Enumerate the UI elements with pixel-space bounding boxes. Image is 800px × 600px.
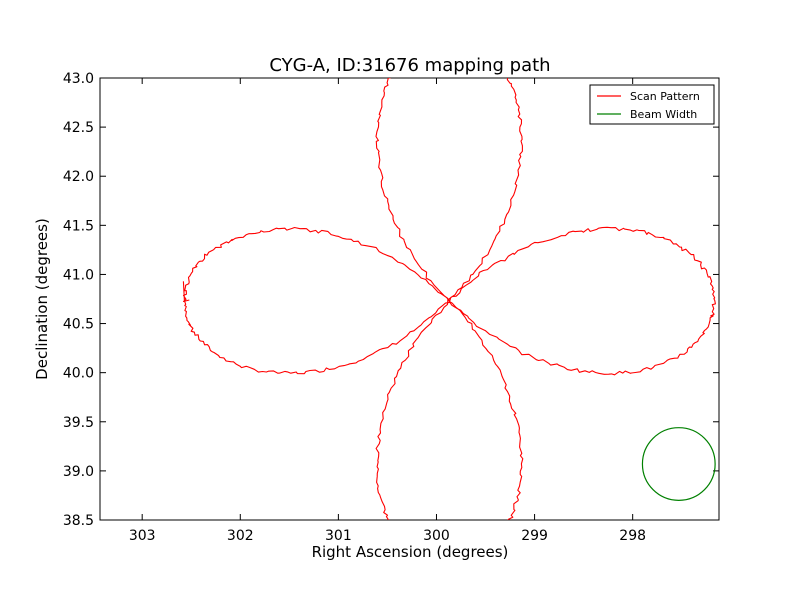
x-tick-label: 302: [227, 528, 254, 544]
y-tick-label: 39.5: [63, 415, 94, 431]
legend: Scan Pattern Beam Width: [589, 84, 715, 125]
x-axis-label: Right Ascension (degrees): [312, 543, 509, 561]
y-tick-label: 40.0: [63, 366, 94, 382]
y-axis: 38.5 39.0 39.5 40.0 40.5 41.0 41.5 42.0 42.5 43.0: [63, 71, 719, 529]
y-tick-label: 42.5: [63, 120, 94, 136]
x-axis: 303 302 301 300 299 298: [129, 78, 646, 544]
beam-width-circle: [641, 427, 716, 501]
legend-box: [589, 84, 715, 125]
y-tick-label: 40.5: [63, 317, 94, 333]
y-tick-label: 41.0: [63, 267, 94, 283]
y-tick-label: 41.5: [63, 218, 94, 234]
x-tick-label: 301: [325, 528, 352, 544]
scan-pattern-line: [182, 78, 716, 520]
y-axis-label: Declination (degrees): [33, 218, 51, 380]
x-tick-label: 303: [129, 528, 156, 544]
chart-title: CYG-A, ID:31676 mapping path: [269, 55, 550, 76]
y-tick-label: 38.5: [63, 513, 94, 529]
y-tick-label: 42.0: [63, 169, 94, 185]
x-tick-label: 300: [423, 528, 450, 544]
legend-label-scan-pattern: Scan Pattern: [630, 90, 700, 103]
y-tick-label: 39.0: [63, 464, 94, 480]
y-tick-label: 43.0: [63, 71, 94, 87]
x-tick-label: 299: [521, 528, 548, 544]
x-tick-label: 298: [619, 528, 646, 544]
plot-area: [99, 77, 720, 521]
legend-label-beam-width: Beam Width: [630, 108, 697, 121]
